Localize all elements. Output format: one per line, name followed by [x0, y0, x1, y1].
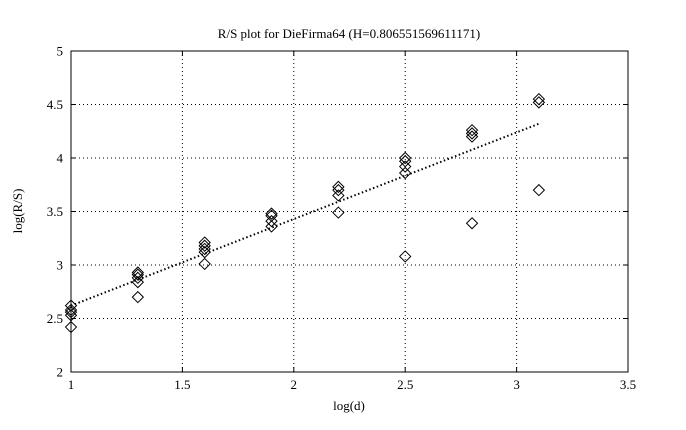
data-point-diamond [398, 151, 412, 165]
fit-line [70, 122, 540, 307]
data-point-diamond [332, 189, 345, 202]
y-tick-label: 5 [57, 44, 64, 59]
data-point-diamond [465, 217, 479, 230]
data-point-diamond [332, 180, 345, 194]
x-tick-label: 1.5 [174, 377, 190, 392]
x-tick-label: 3.5 [620, 377, 636, 392]
data-point-diamond [131, 271, 145, 285]
data-point-diamond [131, 268, 145, 281]
data-point-diamond [398, 250, 412, 263]
axis-ticks: 1 1.5 2 2.5 3 3.5 2 2.5 3 3.5 4 4.5 5 [47, 44, 636, 393]
data-point-diamond [465, 127, 479, 140]
data-point-diamond [465, 130, 479, 143]
y-axis-label: log(R/S) [10, 189, 25, 234]
data-point-diamond [398, 155, 412, 168]
y-tick-label: 4 [57, 151, 64, 166]
data-point-diamond [64, 303, 78, 317]
x-tick-label: 1 [68, 377, 75, 392]
x-tick-label: 2.5 [397, 377, 413, 392]
x-axis-label: log(d) [333, 398, 365, 413]
y-tick-label: 3.5 [47, 204, 63, 219]
data-point-diamond [265, 214, 278, 228]
y-tick-label: 3 [57, 258, 64, 273]
y-tick-label: 2.5 [47, 311, 63, 326]
y-tick-label: 2 [57, 365, 64, 380]
data-point-diamond [131, 266, 145, 279]
y-tick-label: 4.5 [47, 97, 63, 112]
data-point-diamond [332, 183, 345, 197]
data-point-diamond [64, 299, 78, 312]
x-tick-label: 2 [291, 377, 298, 392]
data-point-diamond [198, 257, 211, 271]
data-point-diamond [332, 206, 345, 219]
data-point-diamond [398, 160, 412, 173]
data-point-diamond [532, 92, 546, 106]
data-point-diamond [64, 309, 78, 322]
data-point-diamond [532, 96, 546, 109]
data-point-diamond [198, 242, 211, 256]
data-point-diamond [265, 207, 278, 220]
data-point-diamond [198, 239, 211, 252]
data-point-diamond [64, 320, 78, 334]
chart-title: R/S plot for DieFirma64 (H=0.80655156961… [218, 26, 480, 41]
data-point-diamond [265, 220, 278, 233]
data-point-diamond [198, 236, 211, 249]
data-point-diamond [131, 290, 145, 304]
x-tick-label: 3 [513, 377, 520, 392]
data-point-diamond [532, 183, 546, 197]
data-point-diamond [131, 275, 145, 289]
data-point-diamond [465, 123, 479, 137]
data-point-diamond [64, 305, 78, 319]
data-point-diamond [198, 245, 211, 259]
data-points [64, 92, 546, 334]
data-point-diamond [398, 166, 412, 180]
